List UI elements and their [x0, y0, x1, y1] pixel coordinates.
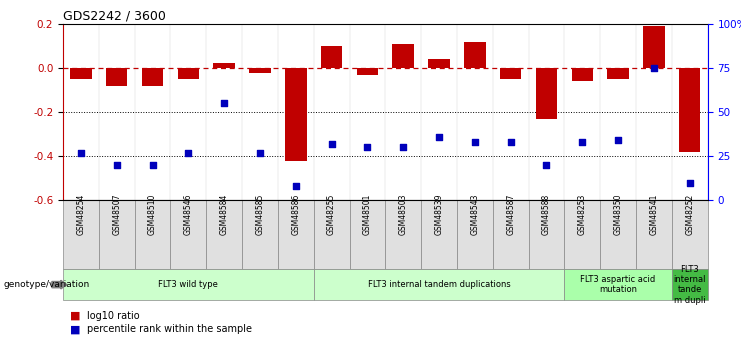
Text: GSM48541: GSM48541: [649, 193, 659, 235]
Bar: [600, 200, 636, 269]
Bar: [285, 68, 307, 160]
Bar: [565, 269, 672, 300]
Point: [182, 150, 194, 155]
Point: [110, 162, 122, 168]
Bar: [321, 46, 342, 68]
Text: GSM48587: GSM48587: [506, 193, 515, 235]
Point: [576, 139, 588, 145]
Text: genotype/variation: genotype/variation: [4, 280, 90, 289]
Point: [362, 145, 373, 150]
Bar: [206, 200, 242, 269]
Point: [75, 150, 87, 155]
Text: log10 ratio: log10 ratio: [87, 311, 139, 321]
Bar: [170, 200, 206, 269]
Bar: [63, 200, 99, 269]
Text: GSM48539: GSM48539: [434, 193, 444, 235]
Bar: [500, 68, 522, 79]
Bar: [313, 269, 565, 300]
Bar: [464, 42, 485, 68]
Point: [540, 162, 552, 168]
Bar: [608, 68, 629, 79]
Bar: [385, 200, 421, 269]
Bar: [242, 200, 278, 269]
Text: GSM48253: GSM48253: [578, 193, 587, 235]
Bar: [493, 200, 528, 269]
Point: [505, 139, 516, 145]
Bar: [421, 200, 457, 269]
Bar: [428, 59, 450, 68]
Text: GSM48588: GSM48588: [542, 193, 551, 235]
Point: [254, 150, 266, 155]
Bar: [643, 26, 665, 68]
Bar: [142, 68, 163, 86]
Text: GSM48546: GSM48546: [184, 193, 193, 235]
Point: [469, 139, 481, 145]
Bar: [106, 68, 127, 86]
Text: GSM48252: GSM48252: [685, 193, 694, 235]
Text: GSM48254: GSM48254: [76, 193, 85, 235]
Bar: [63, 269, 313, 300]
Bar: [356, 68, 378, 75]
Text: GSM48501: GSM48501: [363, 193, 372, 235]
Text: GSM48507: GSM48507: [112, 193, 122, 235]
Point: [325, 141, 337, 147]
Bar: [350, 200, 385, 269]
Bar: [249, 68, 270, 72]
Point: [612, 138, 624, 143]
Text: ■: ■: [70, 311, 81, 321]
Text: FLT3
internal
tande
m dupli: FLT3 internal tande m dupli: [674, 265, 706, 305]
Text: GSM48543: GSM48543: [471, 193, 479, 235]
Bar: [178, 68, 199, 79]
Text: FLT3 wild type: FLT3 wild type: [159, 280, 219, 289]
Bar: [313, 200, 350, 269]
Bar: [213, 63, 235, 68]
Point: [147, 162, 159, 168]
Bar: [528, 200, 565, 269]
Text: GDS2242 / 3600: GDS2242 / 3600: [63, 10, 166, 23]
Bar: [536, 68, 557, 119]
Point: [648, 66, 659, 71]
Text: GSM48585: GSM48585: [256, 193, 265, 235]
Text: GSM48586: GSM48586: [291, 193, 300, 235]
Point: [218, 101, 230, 106]
Bar: [679, 68, 700, 152]
Bar: [278, 200, 313, 269]
Text: GSM48584: GSM48584: [219, 193, 229, 235]
Bar: [672, 200, 708, 269]
Point: [684, 180, 696, 185]
Bar: [571, 68, 593, 81]
Text: percentile rank within the sample: percentile rank within the sample: [87, 325, 252, 334]
Point: [397, 145, 409, 150]
Bar: [636, 200, 672, 269]
Bar: [135, 200, 170, 269]
Bar: [672, 269, 708, 300]
Bar: [70, 68, 92, 79]
Text: GSM48255: GSM48255: [327, 193, 336, 235]
Text: GSM48510: GSM48510: [148, 193, 157, 235]
Bar: [565, 200, 600, 269]
Bar: [99, 200, 135, 269]
Text: FLT3 aspartic acid
mutation: FLT3 aspartic acid mutation: [580, 275, 656, 294]
Point: [290, 183, 302, 189]
Text: GSM48350: GSM48350: [614, 193, 622, 235]
Bar: [393, 44, 414, 68]
Bar: [457, 200, 493, 269]
Text: GSM48503: GSM48503: [399, 193, 408, 235]
Point: [433, 134, 445, 139]
Text: FLT3 internal tandem duplications: FLT3 internal tandem duplications: [368, 280, 511, 289]
Text: ■: ■: [70, 325, 81, 334]
